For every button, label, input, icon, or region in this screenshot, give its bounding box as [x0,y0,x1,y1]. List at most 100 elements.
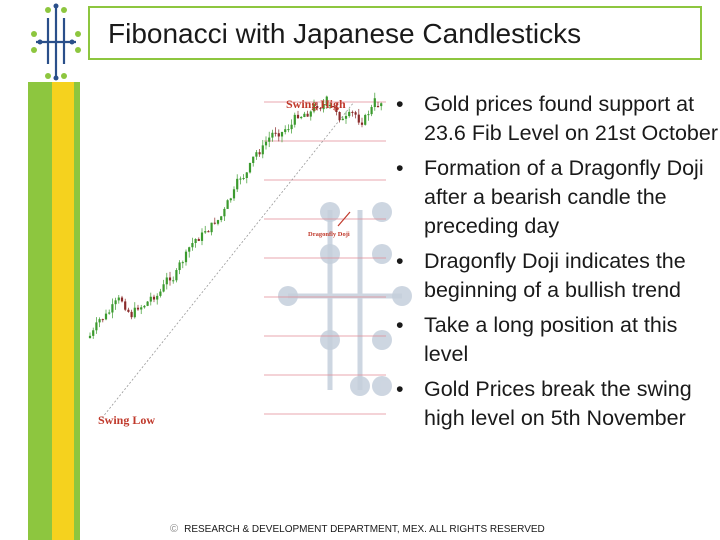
footer-text: RESEARCH & DEVELOPMENT DEPARTMENT, MEX. … [184,524,545,535]
candle-body [165,277,168,285]
candle-body [194,238,197,244]
candle-body [338,112,341,121]
bullet-item: • Formation of a Dragonfly Doji after a b… [396,154,718,241]
candle-body [95,322,98,331]
candle-body [216,220,220,224]
candle-body [364,115,367,125]
company-logo-icon [31,3,81,81]
candle-body [268,137,271,142]
bullet-dot-icon: • [396,92,404,116]
candle-body [178,262,181,271]
candle-body [239,178,242,180]
bullet-item: • Gold prices found support at 23.6 Fib L… [396,90,718,148]
bullet-text: Dragonfly Doji indicates the beginning o… [424,249,686,302]
candle-body [143,305,146,308]
dragonfly-doji-label: Dragonfly Doji [308,231,350,238]
candle-body [127,309,130,312]
candle-body [140,307,143,310]
bullet-text: Gold Prices break the swing high level o… [424,377,692,430]
candlestick-chart: Swing High Swing Low Dragonfly Doji [88,92,386,427]
candle-body [229,198,232,201]
candle-body [293,114,296,125]
candle-body [290,124,293,130]
candle-body [232,189,236,199]
candle-body [376,106,380,107]
candle-body [274,132,277,134]
candle-body [181,262,184,264]
candle-body [280,132,284,137]
candle-body [264,141,268,146]
candle-body [370,107,373,115]
candle-body [360,122,364,125]
candle-body [207,231,210,233]
bullet-dot-icon: • [396,377,404,401]
candle-body [357,114,360,123]
bullet-item: • Dragonfly Doji indicates the beginning … [396,247,718,305]
candle-body [175,270,178,281]
candle-body [149,296,152,302]
title-box: Fibonacci with Japanese Candlesticks [88,6,702,60]
candle-body [220,216,223,221]
candle-body [223,208,226,217]
candle-body [332,106,335,107]
candle-body [162,284,165,292]
bullet-list: • Gold prices found support at 23.6 Fib L… [396,90,718,439]
bullet-dot-icon: • [396,249,404,273]
candle-body [200,232,204,241]
candle-body [114,300,117,305]
candle-body [108,312,111,314]
candle-body [159,291,162,296]
footer: © RESEARCH & DEVELOPMENT DEPARTMENT, MEX.… [170,523,545,535]
candle-body [271,132,274,138]
left-yellow-bar [52,82,74,540]
candle-body [197,238,200,241]
candle-body [258,152,261,155]
candle-body [354,112,357,115]
candle-body [277,133,280,137]
candle-body [210,222,213,233]
candle-body [380,103,383,107]
candle-body [287,129,290,131]
candle-body [111,304,114,313]
candle-body [328,105,332,107]
candle-body [117,297,120,301]
bullet-text: Gold prices found support at 23.6 Fib Le… [424,92,719,145]
candle-body [172,280,175,282]
candle-body [284,129,287,133]
candle-body [344,116,348,119]
candle-body [120,297,124,302]
candle-body [191,243,194,248]
candle-body [312,104,316,112]
candle-body [300,116,303,119]
candle-body [92,330,95,336]
bullet-text: Formation of a Dragonfly Doji after a be… [424,156,704,238]
candle-body [236,178,239,190]
candle-body [248,162,252,173]
candle-body [341,118,344,121]
trend-line [101,101,355,419]
candle-body [213,222,216,224]
logo-area [28,0,84,82]
candle-body [124,301,127,310]
candle-body [204,231,207,233]
candle-body [306,113,309,117]
candle-body [152,296,156,300]
candle-body [309,111,312,117]
candle-body [367,114,370,116]
candle-body [255,152,258,157]
candle-body [88,335,92,338]
candle-body [98,319,101,323]
candle-body [316,106,319,109]
candle-body [319,108,322,110]
swing-low-label: Swing Low [98,413,155,427]
candle-body [261,145,264,155]
candle-body [188,247,191,252]
bullet-dot-icon: • [396,156,404,180]
candle-body [335,106,338,113]
candle-body [130,311,133,318]
candle-body [351,111,354,113]
candle-body [252,156,255,163]
bullet-item: • Take a long position at this level [396,311,718,369]
candle-body [348,111,351,117]
candle-body [242,177,245,179]
